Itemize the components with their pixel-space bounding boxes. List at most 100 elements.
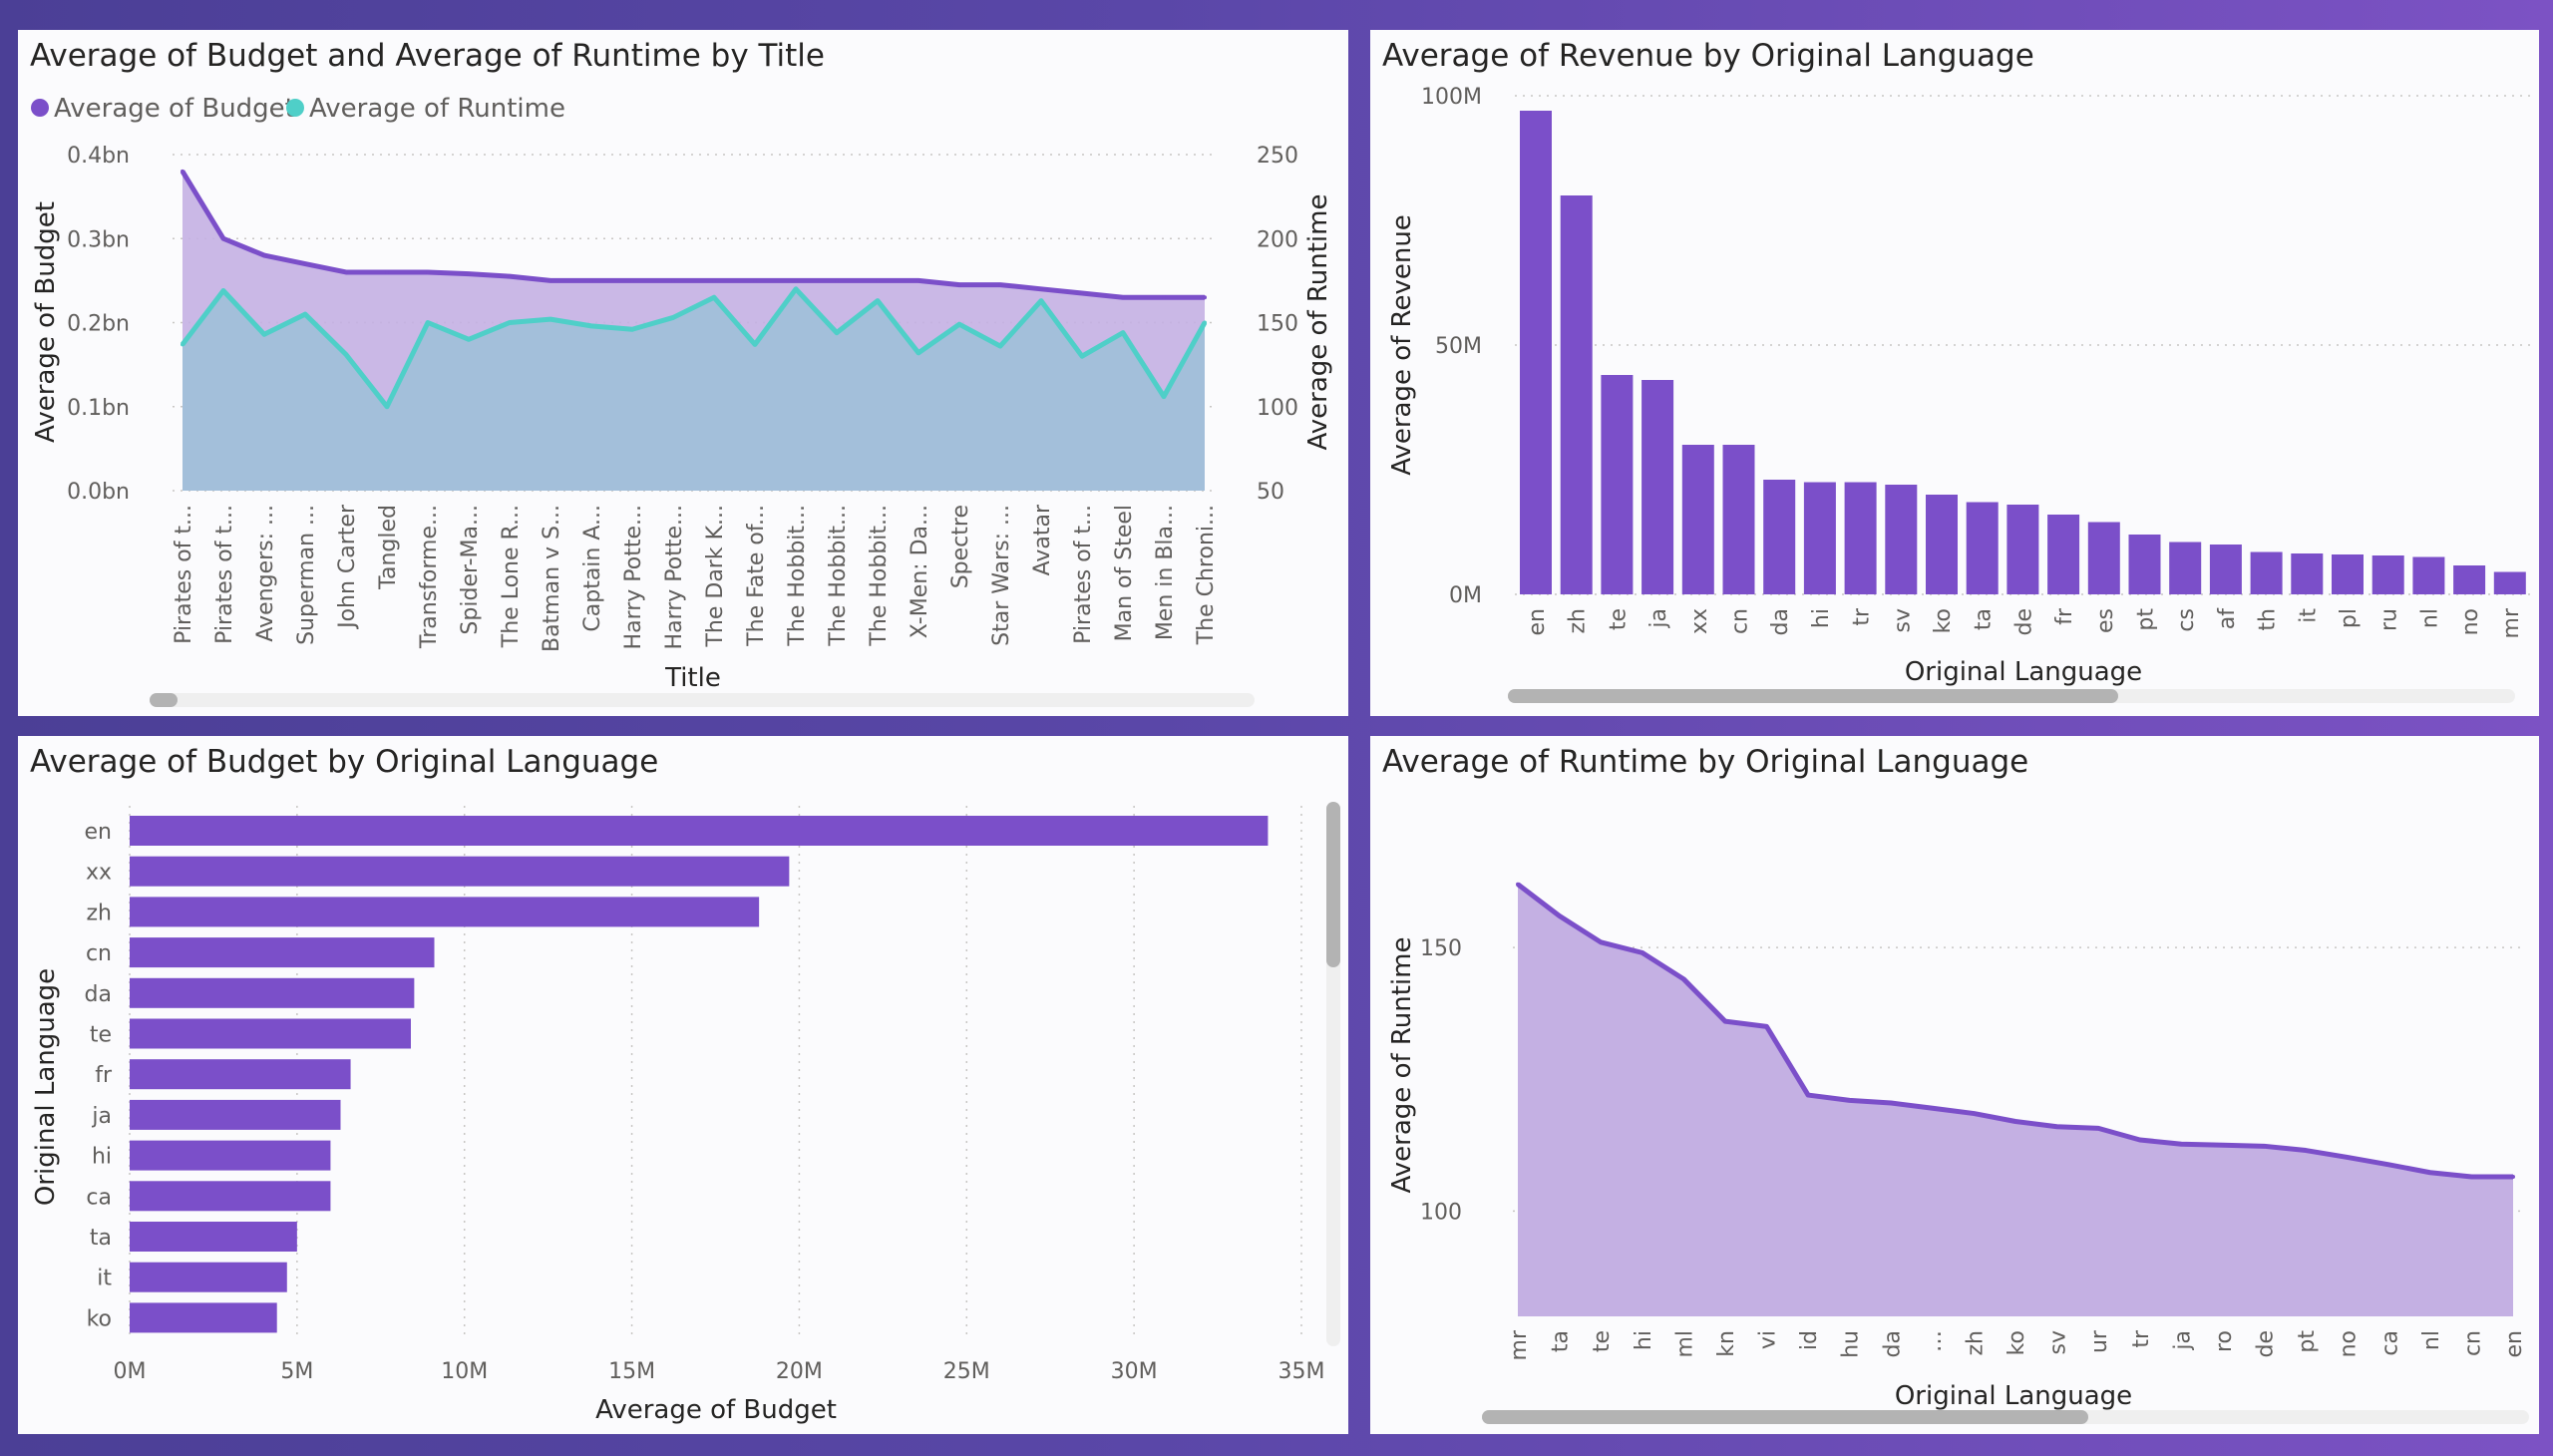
budget-point <box>671 278 675 283</box>
revenue-bar[interactable] <box>2453 565 2486 594</box>
runtime-point <box>548 317 552 322</box>
budget-line <box>180 170 1205 300</box>
runtime-by-language-chart: 100 150 mr ta te hi ml kn vi id hu da … zh ko sv ur tr ja r… <box>1387 882 2529 1424</box>
revenue-bar[interactable] <box>1641 380 1674 594</box>
revenue-bar[interactable] <box>1722 445 1755 594</box>
x-tick-label: Spectre <box>948 505 973 588</box>
x-tick-label: The Hobbit... <box>785 505 810 647</box>
x-tick-label: ja <box>2170 1330 2195 1351</box>
revenue-bar[interactable] <box>2332 554 2364 594</box>
budget-point <box>181 169 184 174</box>
vertical-scrollbar-thumb[interactable] <box>1326 802 1340 967</box>
revenue-bar[interactable] <box>1803 482 1836 595</box>
budget-bar[interactable] <box>130 1302 277 1333</box>
x-tick-label: kn <box>1714 1330 1739 1357</box>
y-tick-label: fr <box>95 1063 113 1088</box>
budget-runtime-by-title-panel[interactable]: Average of Budget and Average of Runtime… <box>18 30 1348 716</box>
x-tick-label: af <box>2215 607 2240 629</box>
budget-point <box>221 236 225 241</box>
budget-bar[interactable] <box>130 1018 411 1049</box>
budget-by-language-panel[interactable]: Average of Budget by Original Language 0… <box>18 736 1348 1434</box>
x-axis-title: Title <box>664 663 721 693</box>
revenue-bar[interactable] <box>2493 571 2526 595</box>
x-tick-label: en <box>2502 1330 2527 1357</box>
budget-point <box>467 271 471 276</box>
budget-bar[interactable] <box>130 1181 331 1212</box>
x-tick-label: nl <box>2417 608 2442 628</box>
revenue-bar[interactable] <box>1601 375 1634 594</box>
runtime-point <box>671 315 675 320</box>
y-tick-label: cn <box>86 941 112 966</box>
runtime-point <box>1203 320 1207 325</box>
x-tick-label: Avengers: ... <box>253 505 278 642</box>
revenue-bar[interactable] <box>1681 445 1714 594</box>
horizontal-scrollbar-thumb[interactable] <box>1508 689 2118 703</box>
budget-bar[interactable] <box>130 977 415 1008</box>
runtime-point <box>181 342 184 347</box>
y-tick-label: zh <box>87 901 113 925</box>
x-tick-label: The Hobbit... <box>867 505 892 647</box>
revenue-bar[interactable] <box>2209 545 2242 594</box>
runtime-point <box>1080 354 1084 359</box>
budget-bar[interactable] <box>130 856 790 887</box>
budget-bar[interactable] <box>130 897 760 927</box>
revenue-bar[interactable] <box>2412 556 2445 595</box>
revenue-bar[interactable] <box>2250 551 2283 595</box>
x-tick-label: fr <box>2052 607 2077 625</box>
revenue-bar[interactable] <box>1885 485 1918 594</box>
budget-point <box>1162 295 1166 300</box>
y-tick-label: 0.0bn <box>67 480 130 505</box>
budget-bar[interactable] <box>130 1099 341 1130</box>
x-tick-label: ru <box>2377 608 2402 631</box>
horizontal-scrollbar-thumb[interactable] <box>150 693 178 707</box>
y-tick-label: xx <box>86 861 112 886</box>
revenue-by-language-panel[interactable]: Average of Revenue by Original Language … <box>1370 30 2539 716</box>
x-tick-label: te <box>1590 1330 1615 1352</box>
revenue-bar[interactable] <box>2371 555 2404 594</box>
revenue-bar[interactable] <box>1763 480 1796 594</box>
runtime-point <box>2345 1155 2350 1160</box>
x-tick-label: cn <box>2460 1330 2485 1356</box>
runtime-point <box>1516 882 1520 887</box>
horizontal-scrollbar-thumb[interactable] <box>1482 1410 2088 1424</box>
x-tick-label: The Lone R... <box>499 505 524 648</box>
x-tick-label: ko <box>1931 608 1956 633</box>
revenue-bar[interactable] <box>2128 535 2161 594</box>
revenue-bar[interactable] <box>2047 515 2080 594</box>
y-tick-label: ca <box>86 1185 112 1210</box>
budget-bar[interactable] <box>130 1222 297 1252</box>
budget-bar[interactable] <box>130 816 1269 846</box>
revenue-bar[interactable] <box>2006 505 2039 594</box>
runtime-point <box>835 330 839 335</box>
x-axis-title: Average of Budget <box>595 1395 837 1425</box>
revenue-bar[interactable] <box>1966 502 1999 595</box>
horizontal-scrollbar-track[interactable] <box>150 693 1255 707</box>
x-tick-label: Avatar <box>1030 504 1055 575</box>
y-tick-label: 0.1bn <box>67 396 130 421</box>
runtime-point <box>1681 976 1686 981</box>
revenue-bar[interactable] <box>2169 542 2202 595</box>
runtime-point <box>2427 1170 2432 1175</box>
runtime-point <box>303 312 307 317</box>
revenue-bar[interactable] <box>2291 553 2324 594</box>
budget-point <box>303 261 307 266</box>
x-tick-label: Star Wars: ... <box>989 505 1014 646</box>
revenue-bar[interactable] <box>1520 111 1552 594</box>
x-tick-label: xx <box>1687 608 1712 634</box>
x-tick-label: Tangled <box>376 505 401 590</box>
revenue-bar[interactable] <box>1844 482 1877 595</box>
revenue-bar[interactable] <box>1560 195 1593 594</box>
x-tick-label: pt <box>2134 608 2159 631</box>
budget-bar[interactable] <box>130 937 435 968</box>
x-tick-label: 5M <box>280 1359 313 1384</box>
budget-bar[interactable] <box>130 1262 287 1292</box>
x-tick-label: hi <box>1809 608 1834 628</box>
budget-bar[interactable] <box>130 1059 351 1090</box>
x-tick-label: es <box>2093 608 2118 633</box>
x-tick-label: Superman ... <box>294 505 319 645</box>
runtime-by-language-panel[interactable]: Average of Runtime by Original Language … <box>1370 736 2539 1434</box>
revenue-bar[interactable] <box>2087 522 2120 595</box>
budget-bar[interactable] <box>130 1140 331 1171</box>
runtime-point <box>1847 1098 1852 1103</box>
revenue-bar[interactable] <box>1926 495 1958 594</box>
